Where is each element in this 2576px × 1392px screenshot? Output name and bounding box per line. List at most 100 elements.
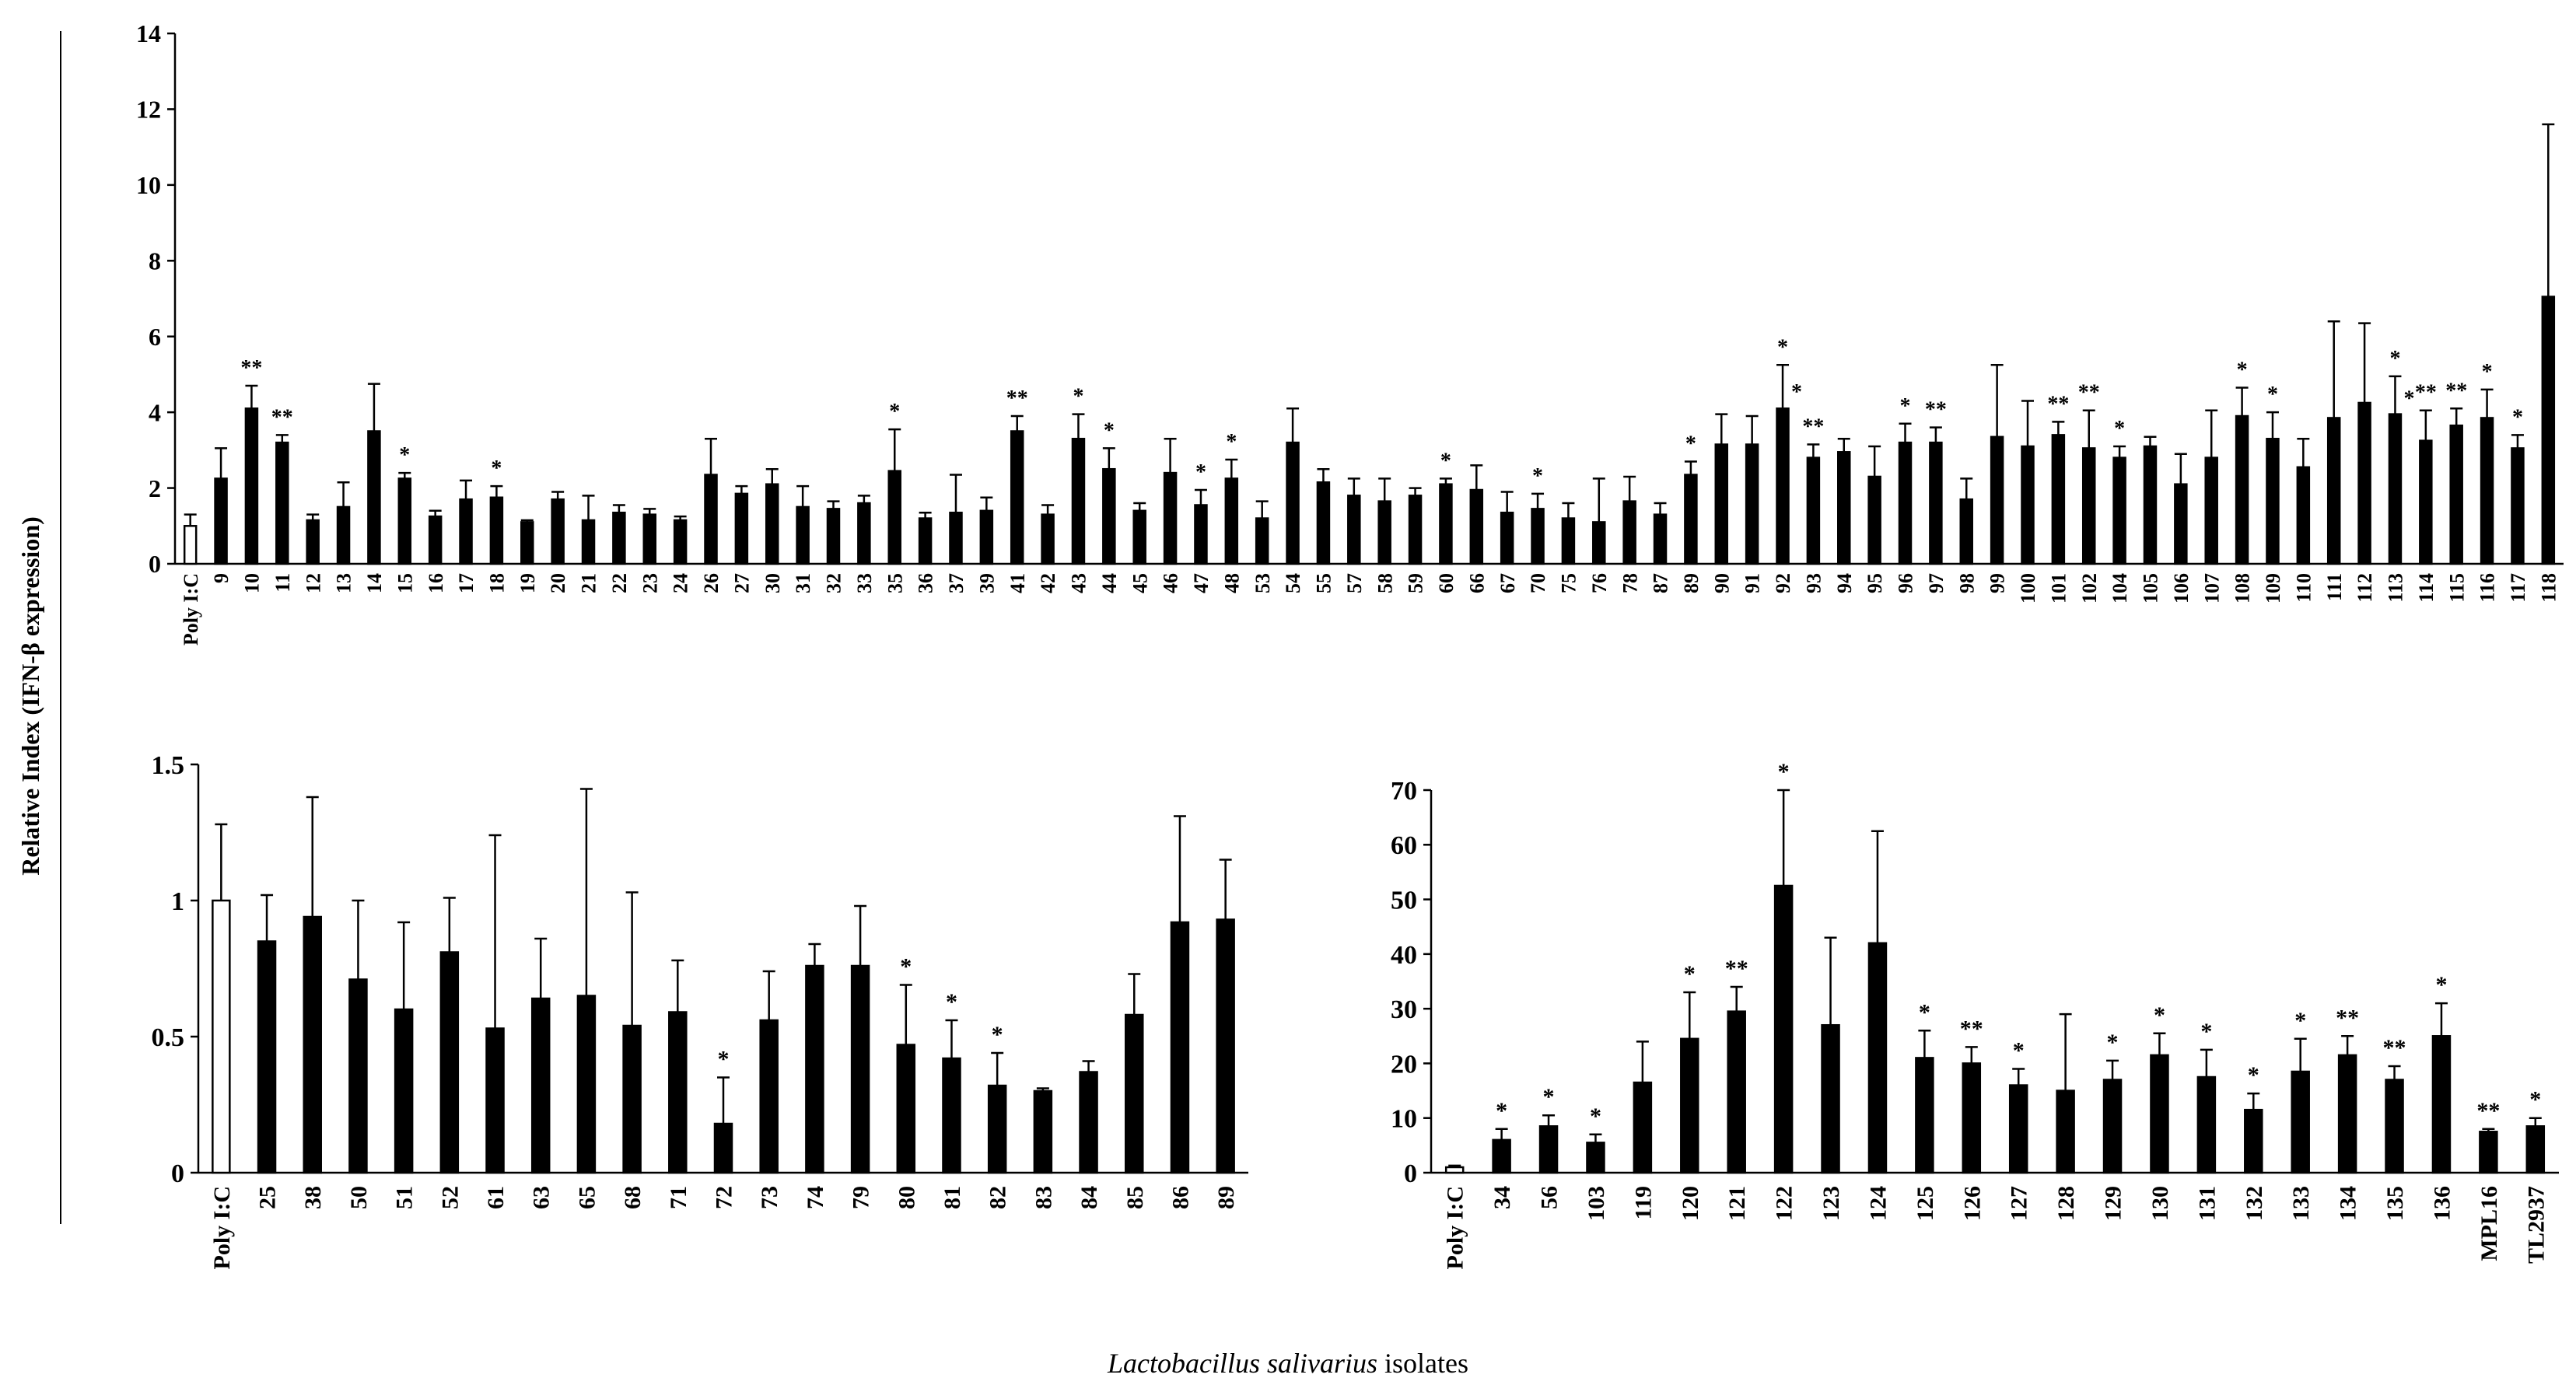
bar [796,505,810,565]
y-tick-label: 6 [149,323,161,351]
significance-marker: * [992,1022,1003,1047]
bar [2431,1035,2452,1174]
bar [1125,1013,1144,1174]
bar [1867,942,1888,1174]
category-label: 132 [2242,1186,2267,1221]
bar [1773,884,1794,1174]
significance-marker: * [1440,449,1451,473]
bar [622,1024,642,1174]
category-label: 35 [884,573,906,593]
bar [1680,1037,1699,1174]
y-tick-label: 14 [136,19,161,47]
category-label: 101 [2047,573,2070,603]
category-label: 73 [757,1186,782,1209]
significance-marker: * [946,989,957,1015]
bar [1727,1010,1746,1174]
bar [1592,521,1606,565]
category-label: 14 [363,573,386,593]
bar [2357,401,2371,565]
category-label: 9 [210,573,233,583]
y-tick-label: 20 [1391,1050,1417,1079]
bar [336,505,351,565]
category-label: 131 [2194,1186,2220,1221]
category-label: 92 [1772,573,1794,593]
significance-marker: * [2267,383,2278,407]
bar [2021,445,2035,565]
bar [1255,517,1269,565]
category-label: 127 [2007,1186,2032,1221]
significance-marker: ** [2445,379,2467,403]
bar [2081,447,2096,565]
bar [367,430,381,565]
bar [2150,1054,2169,1174]
bar [1633,1081,1653,1174]
bar [576,995,597,1174]
bar [1377,500,1391,565]
category-label: 128 [2053,1186,2079,1221]
category-label: 113 [2385,573,2407,603]
significance-marker: * [718,1047,730,1072]
significance-marker: ** [2047,392,2069,416]
category-label: 90 [1710,573,1733,593]
bar [2008,1084,2028,1174]
chart-panel-bottom-left: 0 0.5 1 1.5 Poly I:C 25 38 50 51 52 61 63 65 68 71 * 72 7… [152,751,1248,1270]
bar [2449,424,2463,565]
significance-marker: * [2248,1062,2259,1088]
bar [979,509,994,565]
category-label: 67 [1496,573,1519,593]
y-tick-label: 0 [171,1159,184,1188]
category-label: 47 [1190,573,1213,593]
bar [581,519,596,565]
significance-marker: * [2107,1030,2119,1055]
y-tick-label: 50 [1391,886,1417,915]
category-label: 36 [915,573,937,593]
bar [1194,504,1208,565]
bar [2541,296,2556,565]
category-label: 86 [1167,1186,1193,1209]
category-label: Poly I:C [209,1186,235,1270]
category-label: 58 [1374,573,1396,593]
bar [2511,447,2525,565]
y-axis-label: Relative Index (IFN-β expression) [16,516,44,876]
category-label: 98 [1955,573,1978,593]
category-label: 20 [547,573,569,593]
bar [2204,456,2218,565]
category-label: 65 [574,1186,600,1209]
bar [668,1011,688,1174]
y-tick-label: 0 [1404,1159,1417,1188]
significance-marker: * [2200,1019,2212,1044]
bar [2112,456,2126,565]
category-label: 81 [940,1186,965,1209]
category-label: 95 [1864,573,1886,593]
bar [1586,1142,1605,1174]
category-label: 106 [2170,573,2193,603]
y-tick-label: 1.5 [152,751,185,780]
category-label: 125 [1913,1186,1938,1221]
bar [2388,413,2403,565]
category-label: 111 [2323,573,2346,601]
category-label: 55 [1313,573,1335,593]
significance-marker: * [1685,432,1696,456]
bar [2051,434,2066,565]
significance-marker: * [1919,999,1930,1025]
bar [1898,441,1913,565]
bar [1962,1062,1982,1174]
y-tick-label: 30 [1391,995,1417,1024]
significance-marker: ** [1925,398,1947,422]
bar [2296,466,2311,565]
significance-marker: * [900,954,912,980]
category-label: 91 [1741,573,1764,593]
bar [713,1122,733,1174]
bar [642,513,657,565]
bar [1653,513,1668,565]
category-label: 85 [1122,1186,1148,1209]
significance-marker: ** [2476,1098,2500,1124]
bar [2056,1089,2075,1174]
category-label: 133 [2288,1186,2314,1221]
bar [759,1019,779,1174]
y-tick-label: 40 [1391,941,1417,970]
significance-marker: ** [2383,1035,2406,1061]
category-label: 17 [455,573,478,593]
category-label: 25 [255,1186,281,1209]
